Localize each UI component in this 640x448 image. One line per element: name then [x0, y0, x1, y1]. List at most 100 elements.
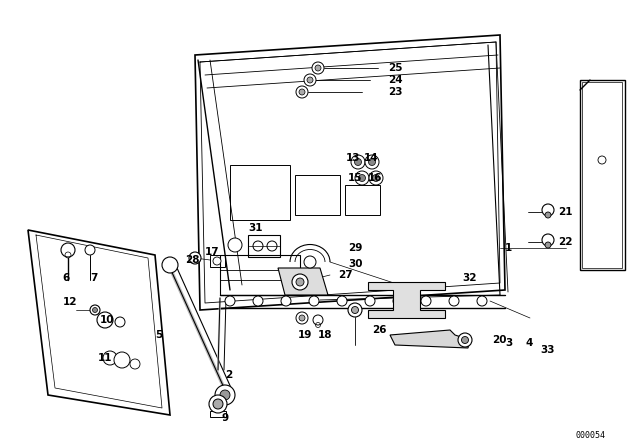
- Text: 4: 4: [525, 338, 532, 348]
- Text: 14: 14: [364, 153, 379, 163]
- Circle shape: [351, 306, 358, 314]
- Circle shape: [307, 77, 313, 83]
- Bar: [248, 235, 280, 257]
- Circle shape: [449, 296, 459, 306]
- Circle shape: [355, 159, 362, 165]
- Circle shape: [542, 234, 554, 246]
- Bar: [210, 411, 226, 417]
- Circle shape: [213, 257, 221, 265]
- Circle shape: [369, 171, 383, 185]
- Circle shape: [296, 86, 308, 98]
- Circle shape: [93, 307, 97, 313]
- Circle shape: [545, 212, 551, 218]
- Circle shape: [312, 62, 324, 74]
- Text: 22: 22: [558, 237, 573, 247]
- Text: 5: 5: [155, 330, 163, 340]
- Circle shape: [85, 245, 95, 255]
- Text: 3: 3: [505, 338, 512, 348]
- Circle shape: [309, 296, 319, 306]
- Circle shape: [162, 257, 178, 273]
- Circle shape: [542, 204, 554, 216]
- Text: 2: 2: [225, 370, 232, 380]
- Text: 18: 18: [318, 330, 333, 340]
- Text: 32: 32: [462, 273, 477, 283]
- Polygon shape: [195, 35, 505, 310]
- Text: 30: 30: [348, 259, 362, 269]
- Circle shape: [114, 352, 130, 368]
- Circle shape: [253, 296, 263, 306]
- Circle shape: [304, 74, 316, 86]
- Circle shape: [304, 256, 316, 268]
- Circle shape: [189, 252, 201, 264]
- Text: 25: 25: [388, 63, 403, 73]
- Circle shape: [215, 385, 235, 405]
- Text: 23: 23: [388, 87, 403, 97]
- Text: 11: 11: [98, 353, 113, 363]
- Circle shape: [337, 296, 347, 306]
- Text: 7: 7: [90, 273, 97, 283]
- Circle shape: [61, 243, 75, 257]
- Bar: [295, 175, 340, 215]
- Bar: [210, 255, 225, 267]
- Circle shape: [358, 175, 365, 181]
- Text: 21: 21: [558, 207, 573, 217]
- Circle shape: [458, 333, 472, 347]
- Circle shape: [299, 315, 305, 321]
- Polygon shape: [28, 230, 170, 415]
- Text: 13: 13: [346, 153, 360, 163]
- Circle shape: [281, 296, 291, 306]
- Circle shape: [225, 296, 235, 306]
- Text: 26: 26: [372, 325, 387, 335]
- Circle shape: [369, 159, 376, 165]
- Circle shape: [351, 155, 365, 169]
- Text: 29: 29: [348, 243, 362, 253]
- Text: 10: 10: [100, 315, 115, 325]
- Circle shape: [209, 395, 227, 413]
- Polygon shape: [580, 80, 625, 270]
- Circle shape: [296, 278, 304, 286]
- Circle shape: [213, 399, 223, 409]
- Text: 27: 27: [338, 270, 353, 280]
- Circle shape: [393, 296, 403, 306]
- Circle shape: [315, 65, 321, 71]
- Circle shape: [97, 312, 113, 328]
- Text: 12: 12: [63, 297, 77, 307]
- Text: 9: 9: [222, 413, 229, 423]
- Text: 16: 16: [368, 173, 383, 183]
- Text: 6: 6: [62, 273, 69, 283]
- Circle shape: [299, 89, 305, 95]
- Text: 31: 31: [248, 223, 262, 233]
- Circle shape: [220, 390, 230, 400]
- Text: 33: 33: [540, 345, 554, 355]
- Circle shape: [372, 175, 380, 181]
- Bar: [220, 255, 300, 295]
- Circle shape: [313, 315, 323, 325]
- Polygon shape: [278, 268, 328, 295]
- Circle shape: [355, 171, 369, 185]
- Polygon shape: [390, 330, 470, 348]
- Circle shape: [545, 242, 551, 248]
- Circle shape: [115, 317, 125, 327]
- Bar: [582, 82, 622, 268]
- Circle shape: [421, 296, 431, 306]
- Text: 20: 20: [492, 335, 506, 345]
- Circle shape: [90, 305, 100, 315]
- Text: 28: 28: [185, 255, 200, 265]
- Circle shape: [348, 303, 362, 317]
- Text: 000054: 000054: [575, 431, 605, 440]
- Text: 19: 19: [298, 330, 312, 340]
- Polygon shape: [368, 282, 445, 318]
- Circle shape: [365, 155, 379, 169]
- Text: 15: 15: [348, 173, 362, 183]
- Circle shape: [461, 336, 468, 344]
- Circle shape: [103, 351, 117, 365]
- Circle shape: [228, 238, 242, 252]
- Text: 17: 17: [205, 247, 220, 257]
- Text: 24: 24: [388, 75, 403, 85]
- Circle shape: [292, 274, 308, 290]
- Circle shape: [130, 359, 140, 369]
- Circle shape: [365, 296, 375, 306]
- Circle shape: [296, 312, 308, 324]
- Bar: [230, 165, 290, 220]
- Bar: [345, 185, 380, 215]
